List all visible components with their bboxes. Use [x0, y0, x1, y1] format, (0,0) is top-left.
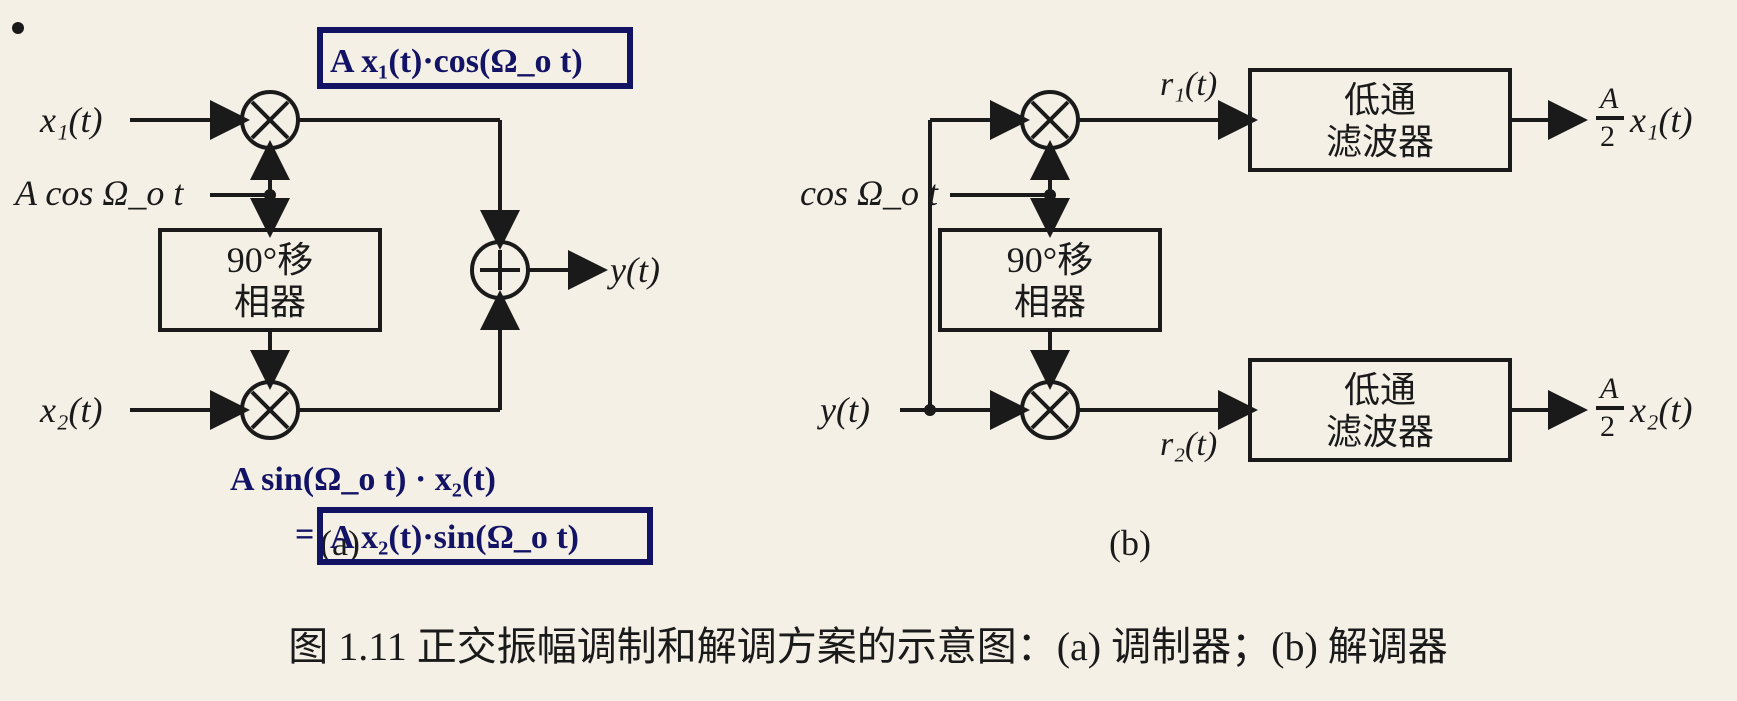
- qam-diagram: 90°移 相器 x₁(t) x₂(t) A cos Ω_o t y(t) (a)…: [0, 0, 1737, 701]
- svg-text:x₂(t): x₂(t): [1629, 390, 1692, 430]
- node-carrier-b: [1044, 189, 1056, 201]
- lpf-2: 低通 滤波器: [1250, 360, 1510, 460]
- phase-b-l1: 90°移: [1007, 240, 1093, 280]
- svg-text:x₁(t): x₁(t): [1629, 100, 1692, 140]
- annotation-top: A x₁(t)·cos(Ω_o t): [320, 30, 630, 86]
- label-yt-a: y(t): [607, 250, 660, 290]
- multiplier-b2: [1022, 382, 1078, 438]
- multiplier-a2: [242, 382, 298, 438]
- phase-a-l1: 90°移: [227, 240, 313, 280]
- lpf-1: 低通 滤波器: [1250, 70, 1510, 170]
- phase-a-l2: 相器: [234, 282, 306, 322]
- label-x1: x₁(t): [39, 100, 102, 140]
- annot-b2: A x₂(t)·sin(Ω_o t): [330, 519, 579, 556]
- label-r1: r₁(t): [1160, 66, 1217, 103]
- svg-text:2: 2: [1600, 410, 1615, 443]
- label-out1: A 2 x₁(t): [1596, 82, 1692, 153]
- phase-b-l2: 相器: [1014, 282, 1086, 322]
- label-x2: x₂(t): [39, 390, 102, 430]
- label-y-b: y(t): [817, 390, 870, 430]
- annot-b2p: =: [295, 516, 314, 553]
- multiplier-b1: [1022, 92, 1078, 148]
- svg-text:A: A: [1598, 372, 1619, 405]
- lpf2-l2: 滤波器: [1326, 412, 1434, 452]
- figure-caption: 图 1.11 正交振幅调制和解调方案的示意图：(a) 调制器；(b) 解调器: [288, 624, 1448, 669]
- label-carrier-b: cos Ω_o t: [800, 173, 939, 213]
- stray-dot: [12, 22, 24, 34]
- svg-text:2: 2: [1600, 120, 1615, 153]
- annot-b1: A sin(Ω_o t) · x₂(t): [230, 461, 496, 498]
- lpf1-l1: 低通: [1344, 80, 1416, 120]
- annotation-bottom: A sin(Ω_o t) · x₂(t) = A x₂(t)·sin(Ω_o t…: [230, 461, 650, 562]
- multiplier-a1: [242, 92, 298, 148]
- adder-a: [472, 242, 528, 298]
- tag-b: (b): [1109, 523, 1151, 563]
- lpf1-l2: 滤波器: [1326, 122, 1434, 162]
- lpf2-l1: 低通: [1344, 370, 1416, 410]
- node-carrier-a: [264, 189, 276, 201]
- svg-text:A: A: [1598, 82, 1619, 115]
- annot-top: A x₁(t)·cos(Ω_o t): [330, 43, 583, 80]
- label-r2: r₂(t): [1160, 426, 1217, 463]
- phase-shifter-b: 90°移 相器: [940, 230, 1160, 330]
- label-out2: A 2 x₂(t): [1596, 372, 1692, 443]
- label-carrier-a: A cos Ω_o t: [13, 173, 184, 213]
- phase-shifter-a: 90°移 相器: [160, 230, 380, 330]
